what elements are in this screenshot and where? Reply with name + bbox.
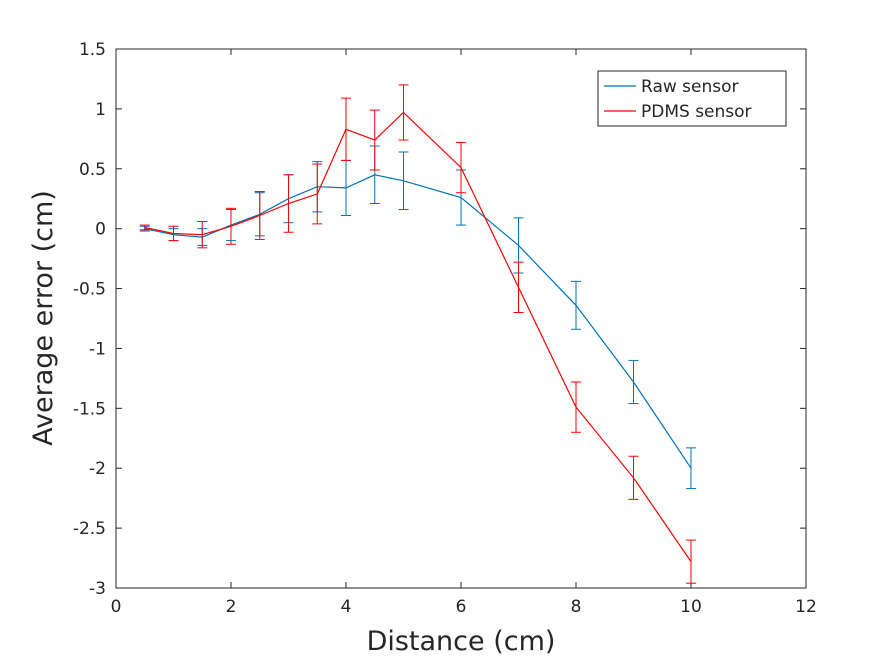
x-axis-title: Distance (cm) <box>367 626 556 657</box>
error-bar <box>513 261 524 314</box>
x-tick-label: 2 <box>226 597 237 617</box>
axis-ticks: 0 2 4 6 8 10 12 1.5 1 0.5 0 -0.5 -1 -1.5 -2 -2.5 -3 <box>73 40 817 617</box>
error-bar <box>628 455 639 500</box>
x-tick-label: 8 <box>571 597 582 617</box>
x-tick-label: 0 <box>111 597 122 617</box>
error-bar <box>341 97 351 161</box>
legend-label-pdms-sensor: PDMS sensor <box>641 102 752 122</box>
error-bar <box>139 224 150 231</box>
error-bar <box>197 220 208 249</box>
y-tick-label: 1 <box>95 100 106 120</box>
series-layer <box>139 84 696 584</box>
y-tick-label: 1.5 <box>79 40 106 60</box>
error-bar <box>168 225 179 242</box>
plot-area <box>115 48 807 589</box>
error-bar <box>571 280 581 330</box>
error-bar <box>283 174 294 233</box>
error-bar <box>398 84 409 141</box>
error-bar <box>456 141 466 194</box>
y-tick-label: -3 <box>89 579 106 599</box>
y-tick-label: -1 <box>89 339 106 359</box>
y-tick-label: -0.5 <box>73 280 106 300</box>
error-bar <box>686 447 696 490</box>
error-bar <box>254 191 265 240</box>
legend-box <box>597 70 787 127</box>
y-axis-title: Average error (cm) <box>28 190 59 446</box>
x-tick-label: 6 <box>456 597 467 617</box>
error-bar <box>226 207 236 245</box>
x-tick-label: 10 <box>680 597 702 617</box>
legend: Raw sensor PDMS sensor <box>597 70 787 127</box>
x-tick-label: 12 <box>795 597 817 617</box>
y-tick-label: -1.5 <box>73 399 106 419</box>
error-bar <box>628 359 639 405</box>
x-tick-label: 4 <box>341 597 352 617</box>
error-bar <box>369 109 380 171</box>
y-tick-label: -2 <box>89 459 106 479</box>
y-tick-label: -2.5 <box>73 519 106 539</box>
error-bar <box>571 381 581 433</box>
y-tick-label: 0.5 <box>79 160 106 180</box>
y-tick-label: 0 <box>95 220 106 240</box>
error-bar <box>398 151 409 211</box>
error-bar <box>312 163 323 225</box>
error-bar <box>686 539 696 584</box>
legend-label-raw-sensor: Raw sensor <box>641 77 739 97</box>
